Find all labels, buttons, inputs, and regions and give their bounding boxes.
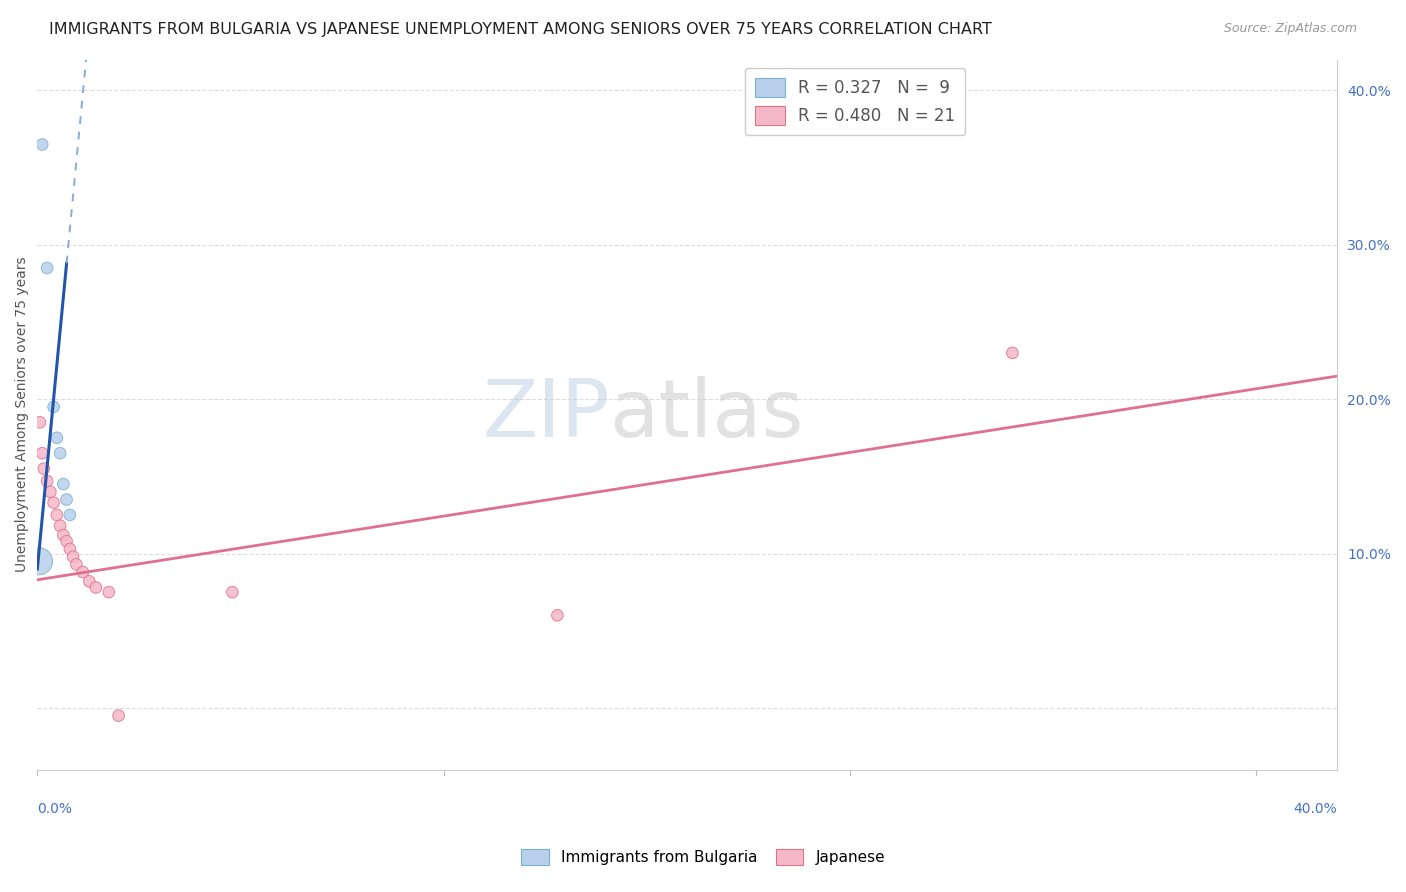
- Point: [39, 484, 62, 499]
- Point: [59, 541, 82, 556]
- Point: [32, 461, 55, 475]
- Point: [1001, 346, 1024, 360]
- Point: [52, 477, 75, 491]
- Point: [79, 574, 101, 589]
- Point: [59, 508, 82, 522]
- Point: [31, 446, 53, 460]
- Point: [42, 400, 65, 414]
- Text: 0.0%: 0.0%: [38, 802, 72, 815]
- Point: [546, 608, 568, 623]
- Point: [49, 446, 72, 460]
- Point: [221, 585, 243, 599]
- Point: [62, 549, 84, 564]
- Text: Source: ZipAtlas.com: Source: ZipAtlas.com: [1223, 22, 1357, 36]
- Point: [35, 474, 58, 488]
- Y-axis label: Unemployment Among Seniors over 75 years: Unemployment Among Seniors over 75 years: [15, 257, 30, 573]
- Point: [84, 581, 107, 595]
- Point: [72, 565, 94, 579]
- Point: [31, 137, 53, 152]
- Text: 40.0%: 40.0%: [1294, 802, 1337, 815]
- Point: [45, 431, 67, 445]
- Point: [97, 585, 120, 599]
- Point: [45, 508, 67, 522]
- Text: IMMIGRANTS FROM BULGARIA VS JAPANESE UNEMPLOYMENT AMONG SENIORS OVER 75 YEARS CO: IMMIGRANTS FROM BULGARIA VS JAPANESE UNE…: [49, 22, 993, 37]
- Point: [42, 495, 65, 509]
- Text: atlas: atlas: [609, 376, 804, 454]
- Legend: R = 0.327   N =  9, R = 0.480   N = 21: R = 0.327 N = 9, R = 0.480 N = 21: [745, 68, 965, 135]
- Point: [28, 554, 51, 568]
- Point: [107, 708, 129, 723]
- Text: ZIP: ZIP: [482, 376, 609, 454]
- Point: [55, 492, 77, 507]
- Point: [35, 260, 58, 275]
- Point: [65, 558, 87, 572]
- Point: [52, 528, 75, 542]
- Point: [49, 518, 72, 533]
- Point: [28, 415, 51, 429]
- Legend: Immigrants from Bulgaria, Japanese: Immigrants from Bulgaria, Japanese: [515, 843, 891, 871]
- Point: [55, 534, 77, 549]
